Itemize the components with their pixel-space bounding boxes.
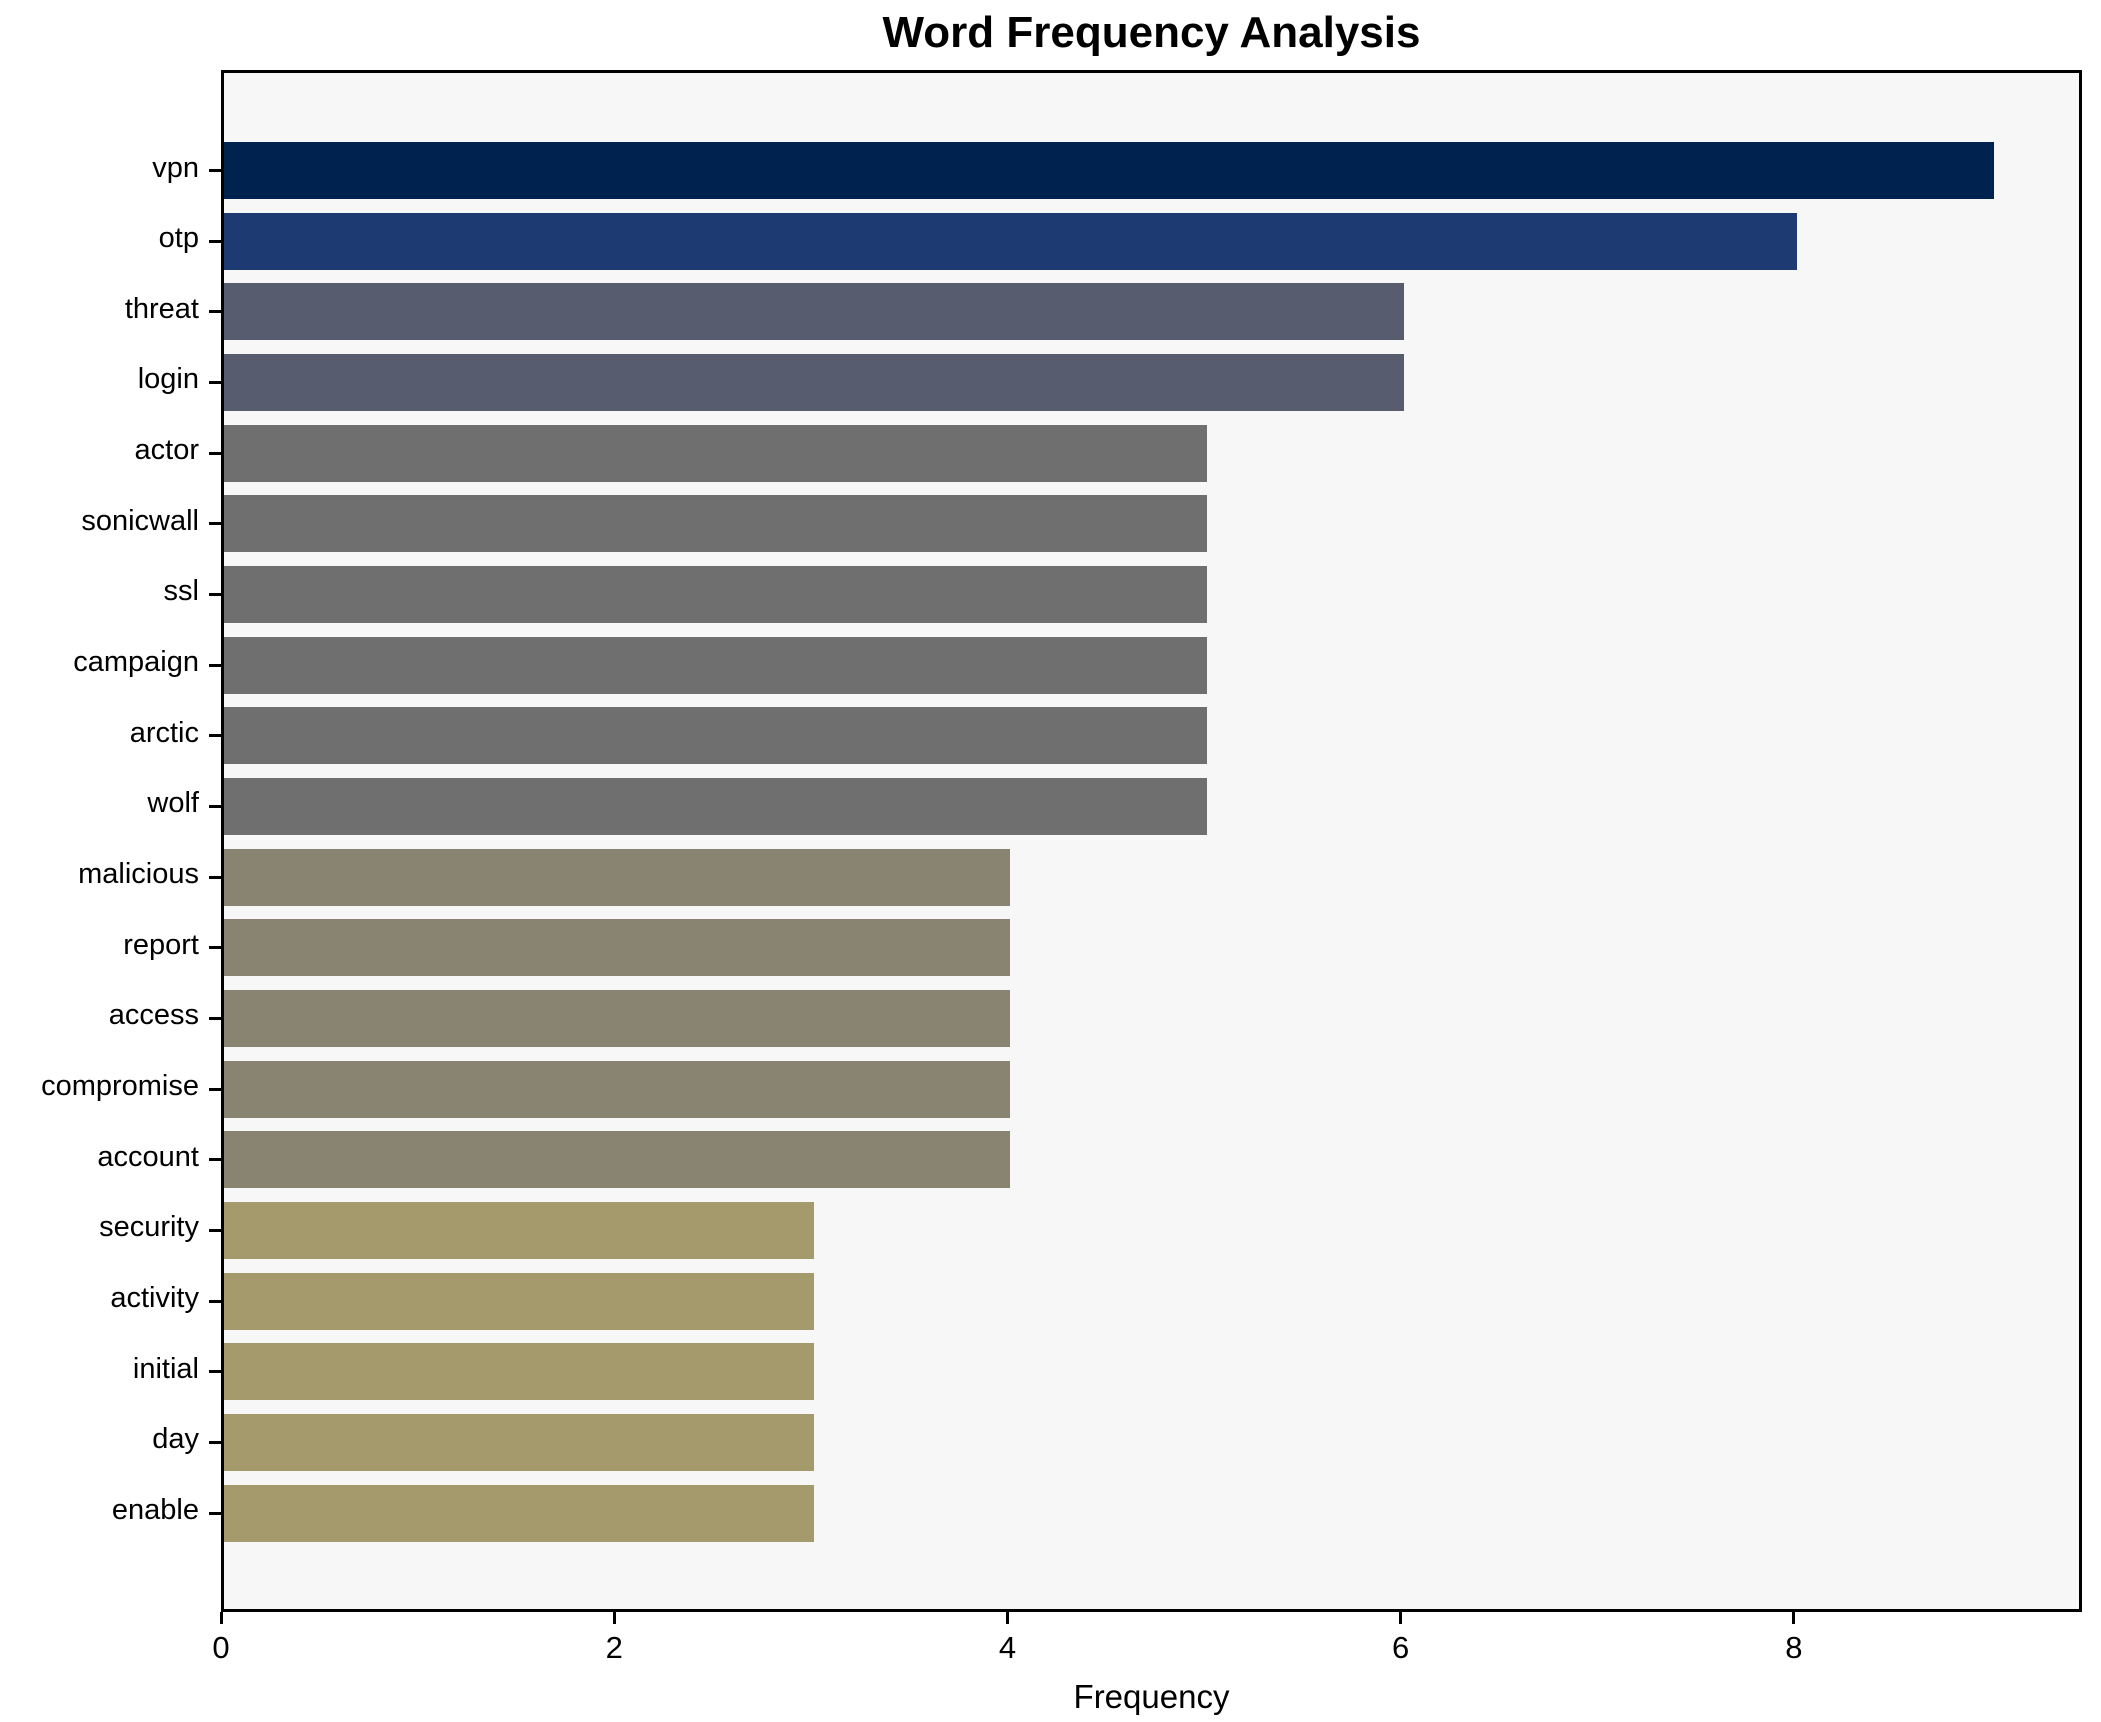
chart-title: Word Frequency Analysis	[882, 8, 1421, 57]
x-tick-mark	[612, 1612, 616, 1624]
bar-security	[224, 1201, 814, 1259]
x-tick-label: 8	[1785, 1630, 1803, 1665]
bar-ssl	[224, 565, 1208, 623]
y-tick-label: security	[99, 1211, 199, 1244]
y-tick-label: account	[97, 1140, 199, 1173]
y-tick-label: vpn	[152, 151, 199, 184]
y-tick-mark	[209, 804, 221, 808]
y-tick-mark	[209, 239, 221, 243]
y-tick-mark	[209, 875, 221, 879]
bar-initial	[224, 1343, 814, 1401]
y-tick-label: enable	[111, 1494, 199, 1527]
y-tick-mark	[209, 1511, 221, 1515]
bar-threat	[224, 283, 1404, 341]
y-tick-label: campaign	[73, 646, 199, 679]
y-tick-label: initial	[132, 1352, 199, 1385]
y-tick-label: access	[108, 999, 199, 1032]
bar-arctic	[224, 707, 1208, 765]
y-tick-label: activity	[110, 1282, 199, 1315]
y-tick-mark	[209, 380, 221, 384]
x-tick-mark	[1792, 1612, 1796, 1624]
y-tick-label: malicious	[78, 858, 199, 891]
x-tick-label: 6	[1392, 1630, 1410, 1665]
y-tick-mark	[209, 1299, 221, 1303]
x-tick-label: 0	[212, 1630, 230, 1665]
bar-vpn	[224, 142, 1994, 199]
plot-area	[221, 70, 2082, 1612]
x-tick-label: 2	[605, 1630, 623, 1665]
y-tick-label: ssl	[163, 575, 199, 608]
y-tick-mark	[209, 946, 221, 950]
bar-campaign	[224, 636, 1208, 694]
bar-login	[224, 353, 1404, 411]
y-tick-label: wolf	[147, 787, 199, 820]
y-tick-mark	[209, 310, 221, 314]
bar-report	[224, 919, 1011, 977]
bar-day	[224, 1413, 814, 1471]
bar-access	[224, 989, 1011, 1047]
bar-enable	[224, 1484, 814, 1542]
y-tick-label: sonicwall	[81, 504, 199, 537]
bar-sonicwall	[224, 495, 1208, 553]
y-tick-mark	[209, 592, 221, 596]
bar-malicious	[224, 848, 1011, 906]
y-tick-mark	[209, 522, 221, 526]
y-tick-label: otp	[158, 222, 199, 255]
y-tick-label: threat	[124, 292, 199, 325]
bar-wolf	[224, 777, 1208, 835]
y-tick-mark	[209, 734, 221, 738]
x-tick-mark	[219, 1612, 223, 1624]
bar-actor	[224, 424, 1208, 482]
x-tick-mark	[1399, 1612, 1403, 1624]
y-tick-mark	[209, 1440, 221, 1444]
x-axis-label: Frequency	[1073, 1678, 1230, 1715]
y-tick-label: compromise	[41, 1070, 199, 1103]
y-tick-mark	[209, 1370, 221, 1374]
y-tick-mark	[209, 169, 221, 172]
bar-activity	[224, 1272, 814, 1330]
y-tick-mark	[209, 663, 221, 667]
y-tick-mark	[209, 1158, 221, 1162]
y-tick-label: arctic	[129, 716, 199, 749]
y-tick-mark	[209, 1087, 221, 1091]
y-tick-label: login	[137, 363, 199, 396]
y-tick-label: report	[123, 928, 199, 961]
x-tick-label: 4	[998, 1630, 1017, 1665]
y-tick-mark	[209, 1228, 221, 1232]
bar-account	[224, 1131, 1011, 1189]
bar-compromise	[224, 1060, 1011, 1118]
y-tick-mark	[209, 451, 221, 455]
y-tick-label: actor	[134, 434, 199, 467]
y-tick-mark	[209, 1016, 221, 1020]
y-tick-label: day	[152, 1423, 199, 1456]
x-tick-mark	[1005, 1612, 1009, 1624]
bar-otp	[224, 212, 1797, 270]
